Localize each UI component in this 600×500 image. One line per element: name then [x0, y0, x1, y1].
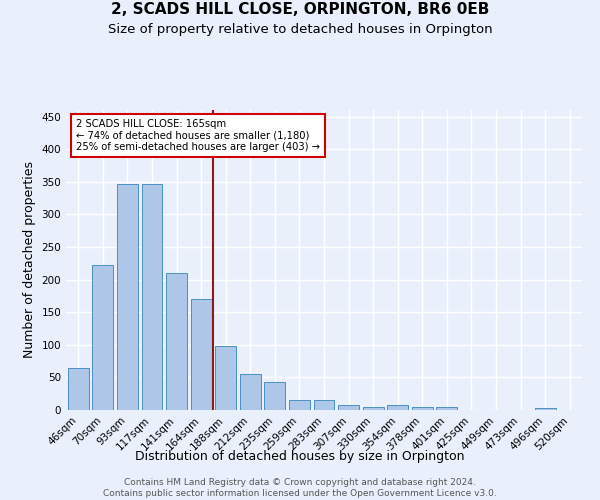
- Bar: [289, 400, 310, 410]
- Bar: [142, 184, 163, 410]
- Bar: [362, 406, 383, 410]
- Bar: [166, 273, 187, 410]
- Bar: [265, 382, 286, 410]
- Bar: [92, 265, 113, 410]
- Text: Contains HM Land Registry data © Crown copyright and database right 2024.
Contai: Contains HM Land Registry data © Crown c…: [103, 478, 497, 498]
- Bar: [338, 406, 359, 410]
- Bar: [535, 408, 556, 410]
- Bar: [215, 346, 236, 410]
- Text: Size of property relative to detached houses in Orpington: Size of property relative to detached ho…: [107, 22, 493, 36]
- Text: 2 SCADS HILL CLOSE: 165sqm
← 74% of detached houses are smaller (1,180)
25% of s: 2 SCADS HILL CLOSE: 165sqm ← 74% of deta…: [76, 119, 320, 152]
- Text: 2, SCADS HILL CLOSE, ORPINGTON, BR6 0EB: 2, SCADS HILL CLOSE, ORPINGTON, BR6 0EB: [111, 2, 489, 18]
- Bar: [387, 406, 408, 410]
- Y-axis label: Number of detached properties: Number of detached properties: [23, 162, 36, 358]
- Bar: [240, 374, 261, 410]
- Bar: [68, 368, 89, 410]
- Bar: [117, 184, 138, 410]
- Text: Distribution of detached houses by size in Orpington: Distribution of detached houses by size …: [135, 450, 465, 463]
- Bar: [191, 299, 212, 410]
- Bar: [412, 406, 433, 410]
- Bar: [314, 400, 334, 410]
- Bar: [436, 408, 457, 410]
